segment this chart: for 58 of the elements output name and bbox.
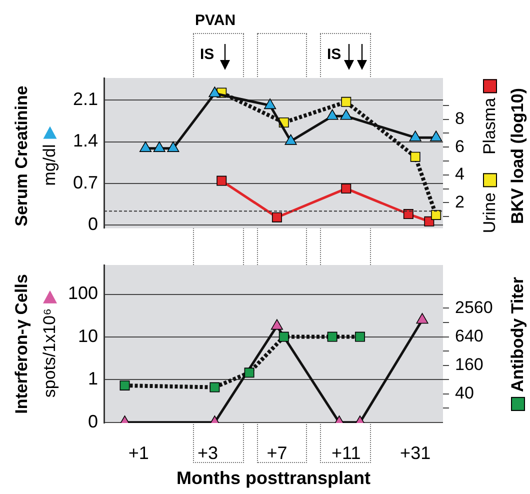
point — [403, 209, 414, 220]
point — [354, 332, 365, 342]
point — [340, 109, 352, 120]
point — [431, 210, 442, 220]
y2-tick-label: 6 — [455, 136, 464, 156]
y-tick-label: 0.7 — [72, 172, 98, 192]
point — [153, 141, 166, 152]
y2-tick-label: 640 — [455, 326, 484, 346]
y-axis-title: Serum Creatinine — [12, 85, 32, 226]
point — [167, 141, 180, 152]
y-axis-title: Interferon-γ Cells — [12, 274, 32, 414]
y-tick-label: 1.4 — [72, 130, 98, 151]
legend-label: mg/dl — [40, 144, 60, 186]
point — [272, 212, 282, 222]
text: IS — [327, 46, 342, 63]
x-tick-label: +1 — [128, 442, 149, 463]
point — [284, 134, 297, 145]
point — [416, 313, 428, 324]
point — [326, 109, 338, 120]
y2-tick-label: 2 — [455, 192, 464, 212]
x-tick-label: +3 — [198, 442, 218, 463]
legend-label: Plasma — [480, 97, 500, 154]
x-tick-label: +11 — [332, 442, 361, 463]
x-tick-label: +31 — [400, 442, 431, 463]
point — [208, 86, 221, 98]
y2-tick-label: 4 — [455, 164, 464, 184]
point — [244, 368, 254, 378]
point — [430, 130, 442, 142]
point — [120, 380, 130, 390]
x-tick-label: +7 — [266, 442, 288, 463]
point — [341, 184, 352, 194]
y-tick-label: 2.1 — [72, 89, 98, 110]
x-axis-title: Months posttransplant — [176, 468, 370, 488]
point — [409, 130, 422, 142]
point — [327, 332, 338, 342]
y2-tick-label: 2560 — [455, 298, 493, 317]
point — [341, 96, 352, 107]
point — [210, 382, 220, 392]
point — [270, 319, 283, 330]
y2-tick-label: 8 — [455, 108, 464, 128]
point — [410, 152, 420, 162]
point — [264, 98, 276, 110]
y-tick-label: 0 — [88, 214, 98, 234]
y-tick-label: 1 — [88, 368, 98, 389]
point — [139, 141, 152, 152]
y2-axis-title: Antibody Titer — [508, 277, 528, 392]
y-tick-label: 0 — [88, 411, 98, 432]
legend-label: spots/1x10⁶ — [40, 308, 60, 398]
y2-tick-label: 160 — [455, 354, 484, 374]
y-tick-label: 10 — [78, 326, 98, 346]
legend-label: Urine — [480, 192, 500, 233]
point — [216, 176, 227, 186]
y2-tick-label: 40 — [455, 384, 474, 403]
y-tick-label: 100 — [68, 283, 98, 304]
point — [278, 332, 289, 342]
text: PVAN — [195, 12, 236, 29]
y2-axis-title: BKV load (log10) — [508, 87, 528, 224]
text: IS — [200, 46, 214, 63]
